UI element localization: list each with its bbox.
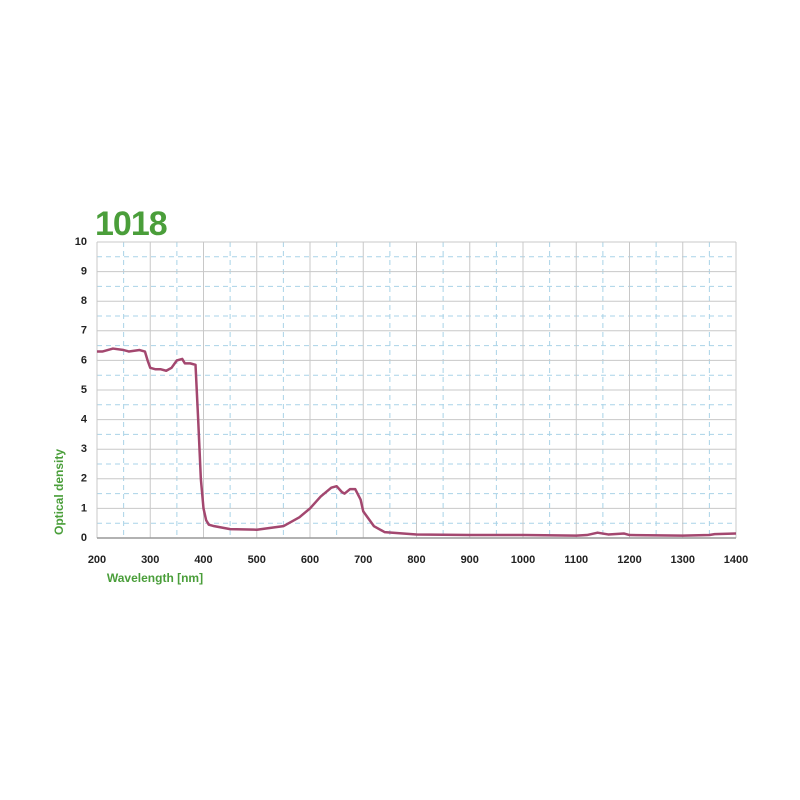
x-tick-label: 1400 <box>724 554 748 566</box>
x-tick-label: 800 <box>407 554 425 566</box>
y-tick-label: 4 <box>81 414 88 426</box>
x-tick-label: 900 <box>461 554 479 566</box>
y-tick-label: 10 <box>75 236 87 248</box>
x-tick-label: 200 <box>88 554 106 566</box>
x-tick-label: 700 <box>354 554 372 566</box>
y-tick-label: 1 <box>81 502 87 514</box>
y-axis-label: Optical density <box>52 449 66 535</box>
y-tick-label: 5 <box>81 384 87 396</box>
y-tick-label: 6 <box>81 354 87 366</box>
x-tick-label: 500 <box>248 554 266 566</box>
x-tick-label: 1300 <box>671 554 695 566</box>
x-axis-label: Wavelength [nm] <box>107 571 203 585</box>
x-tick-label: 600 <box>301 554 319 566</box>
y-tick-label: 2 <box>81 473 87 485</box>
data-line <box>97 347 737 537</box>
y-tick-label: 0 <box>81 532 87 544</box>
y-tick-label: 8 <box>81 295 87 307</box>
x-tick-label: 400 <box>194 554 212 566</box>
x-tick-label: 1000 <box>511 554 535 566</box>
x-tick-label: 300 <box>141 554 159 566</box>
chart-title: 1018 <box>95 205 167 243</box>
x-tick-label: 1100 <box>564 554 588 566</box>
x-tick-label: 1200 <box>617 554 641 566</box>
y-tick-label: 9 <box>81 266 87 278</box>
y-tick-label: 3 <box>81 443 87 455</box>
y-tick-label: 7 <box>81 325 87 337</box>
